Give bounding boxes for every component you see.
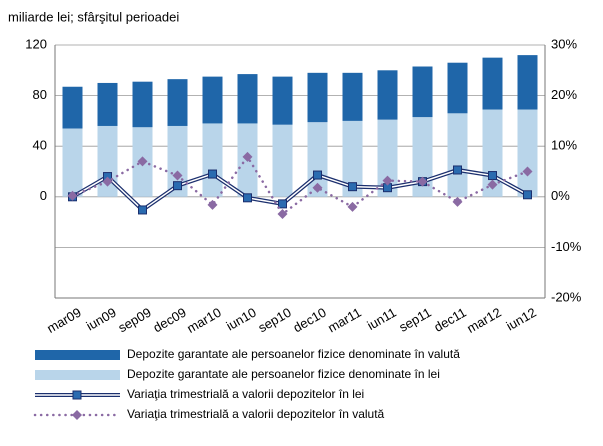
marker	[137, 156, 148, 167]
x-tick-label: dec10	[291, 305, 329, 336]
marker	[452, 196, 463, 207]
marker	[242, 151, 253, 162]
x-tick-label: iun10	[224, 305, 259, 334]
y2-tick-label: 20%	[551, 87, 577, 102]
bar	[272, 76, 293, 125]
bar	[237, 74, 258, 124]
marker	[172, 170, 183, 181]
bar	[272, 124, 293, 197]
marker	[102, 176, 113, 187]
bar	[132, 81, 153, 128]
marker	[207, 199, 218, 210]
bar	[377, 70, 398, 120]
y-tick-label: 80	[33, 87, 47, 102]
x-tick-label: mar10	[184, 305, 223, 336]
marker	[417, 176, 428, 187]
legend-label: Variaţia trimestrială a valorii depozite…	[127, 387, 364, 401]
x-tick-label: dec09	[151, 305, 189, 336]
marker	[138, 205, 147, 215]
bar	[307, 72, 328, 123]
bar	[517, 55, 538, 110]
marker	[313, 170, 322, 180]
bar	[342, 120, 363, 197]
marker	[243, 193, 252, 203]
x-tick-label: sep11	[396, 305, 433, 335]
legend-swatch	[35, 370, 120, 380]
bar	[412, 117, 433, 197]
bar	[412, 66, 433, 118]
bar	[447, 62, 468, 114]
bar	[62, 128, 83, 197]
bar	[447, 113, 468, 197]
marker	[312, 182, 323, 193]
marker	[488, 171, 497, 181]
legend-label: Depozite garantate ale persoanelor fizic…	[127, 367, 440, 381]
legend-label: Depozite garantate ale persoanelor fizic…	[127, 347, 460, 361]
y-tick-label: 0	[40, 188, 47, 203]
x-tick-label: sep09	[116, 305, 154, 336]
x-tick-label: mar11	[325, 305, 364, 336]
x-tick-label: iun11	[365, 305, 399, 333]
x-tick-label: iun09	[84, 305, 119, 334]
marker	[522, 166, 533, 177]
x-tick-label: mar12	[464, 305, 503, 336]
x-tick-label: sep10	[256, 305, 294, 336]
line-inner	[72, 169, 528, 211]
legend-swatch	[72, 390, 82, 400]
y2-tick-label: 0%	[551, 188, 570, 203]
bar	[202, 76, 223, 124]
dotted-line	[71, 154, 529, 216]
y2-tick-label: -10%	[551, 239, 582, 254]
bar	[377, 119, 398, 197]
marker	[277, 209, 288, 220]
y2-tick-label: -20%	[551, 289, 582, 304]
legend-swatch	[35, 350, 120, 360]
x-tick-label: mar09	[44, 305, 83, 336]
legend-label: Variaţia trimestrială a valorii depozite…	[127, 407, 385, 421]
marker	[278, 199, 287, 209]
bar	[62, 86, 83, 129]
x-tick-label: dec11	[431, 305, 468, 335]
bar	[342, 72, 363, 121]
marker	[487, 179, 498, 190]
y-tick-label: 40	[33, 138, 47, 153]
marker	[347, 201, 358, 212]
marker	[208, 169, 217, 179]
legend-swatch	[72, 410, 82, 420]
marker	[382, 175, 393, 186]
bar	[517, 109, 538, 197]
bar	[202, 123, 223, 197]
marker	[348, 182, 357, 192]
y2-tick-label: 30%	[551, 36, 577, 51]
bar	[167, 79, 188, 126]
y-tick-label: 120	[25, 36, 47, 51]
marker	[173, 181, 182, 191]
y2-tick-label: 10%	[551, 138, 577, 153]
marker	[523, 190, 532, 200]
x-tick-label: iun12	[504, 305, 539, 334]
bar	[482, 57, 503, 110]
bar	[97, 82, 118, 126]
marker	[67, 190, 78, 201]
marker	[453, 165, 462, 175]
subtitle: miliarde lei; sfârşitul perioadei	[8, 9, 179, 24]
